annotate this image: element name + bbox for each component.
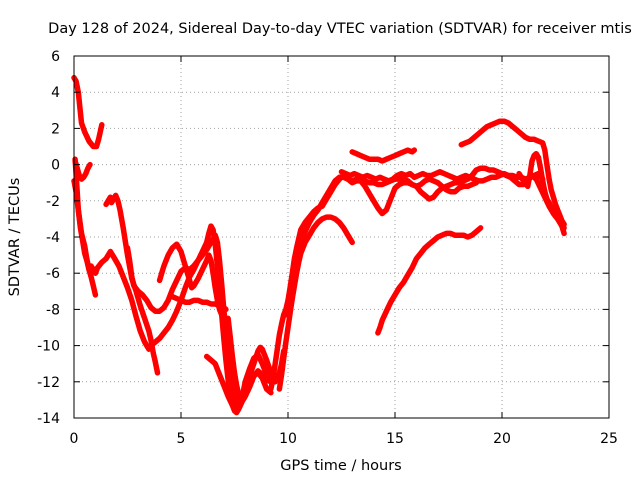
x-tick-label: 10	[279, 431, 297, 447]
series-line-2	[72, 156, 274, 416]
series-line-14	[338, 169, 546, 184]
x-axis-label: GPS time / hours	[280, 458, 401, 474]
y-tick-label: -4	[46, 230, 60, 246]
y-tick-label: 6	[51, 49, 60, 65]
series-line-12	[276, 214, 355, 392]
x-tick-label: 20	[493, 431, 511, 447]
y-tick-label: -12	[37, 375, 60, 391]
y-tick-label: 2	[51, 121, 60, 137]
axis-ticks: 0 5 10 15 20 25 -14 -12 -10 -8 -6 -4 -2 0 2 4 6	[37, 49, 618, 447]
x-tick-label: 5	[177, 431, 186, 447]
y-tick-label: -6	[46, 266, 60, 282]
series-line-1	[71, 74, 105, 150]
series-line-7	[156, 241, 227, 320]
series-line-10	[225, 315, 287, 401]
series-line-16	[375, 225, 484, 336]
grid-lines	[74, 56, 609, 418]
x-tick-label: 15	[386, 431, 404, 447]
y-tick-label: -14	[37, 411, 60, 427]
series-line-15	[349, 147, 418, 164]
y-tick-label: -2	[46, 194, 60, 210]
y-axis-label: SDTVAR / TECUs	[7, 178, 23, 297]
chart-title: Day 128 of 2024, Sidereal Day-to-day VTE…	[48, 21, 632, 37]
x-tick-label: 0	[70, 431, 79, 447]
series-line-18	[516, 150, 567, 231]
series-line-4	[72, 158, 93, 182]
y-tick-label: -10	[37, 339, 60, 355]
y-tick-label: 4	[51, 85, 60, 101]
series-line-11	[268, 165, 567, 392]
series-line-8	[169, 293, 229, 313]
data-series	[71, 74, 567, 416]
series-line-17	[458, 118, 567, 228]
series-line-13	[283, 174, 480, 318]
y-tick-label: 0	[51, 158, 60, 174]
series-line-9	[203, 353, 274, 412]
y-tick-label: -8	[46, 302, 60, 318]
series-line-3	[71, 178, 99, 298]
x-tick-label: 25	[600, 431, 618, 447]
